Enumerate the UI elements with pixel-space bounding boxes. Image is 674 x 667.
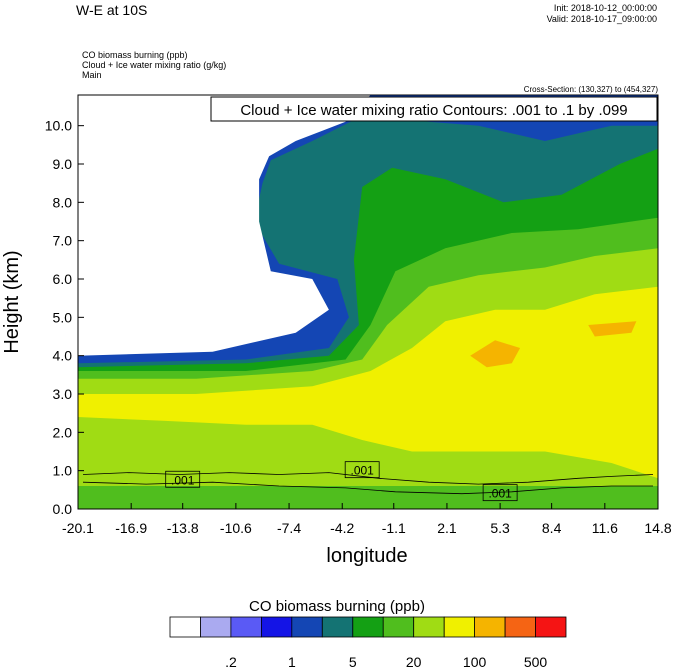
x-axis: -20.1 -16.9 -13.8 -10.6 -7.4 -4.2 -1.1 2.1 5.3 8.… xyxy=(62,503,672,536)
variable-main: Main xyxy=(82,70,102,80)
contour-line xyxy=(82,472,654,485)
contour-line xyxy=(82,481,653,495)
x-tick-label: 14.8 xyxy=(644,520,671,536)
colorbar-swatch xyxy=(169,616,201,638)
colorbar-swatch xyxy=(321,616,354,638)
contour-label-box xyxy=(482,484,518,502)
colorbar-swatch xyxy=(382,616,415,638)
y-tick-label: 4.0 xyxy=(53,348,73,364)
co-field-layers xyxy=(78,95,658,509)
y-tick-label: 6.0 xyxy=(53,271,73,287)
x-tick-label: -13.8 xyxy=(167,520,199,536)
colorbar-swatch xyxy=(260,616,293,638)
y-axis: 0.0 1.0 2.0 3.0 4.0 5.0 6.0 7.0 8.0 9.0 10.0 xyxy=(45,118,84,517)
y-tick-label: 0.0 xyxy=(53,501,73,517)
x-tick-label: 8.4 xyxy=(542,520,562,536)
colorbar-swatch xyxy=(200,616,232,638)
y-axis-label: Height (km) xyxy=(1,250,23,353)
colorbar-title: CO biomass burning (ppb) xyxy=(249,598,425,615)
y-tick-label: 7.0 xyxy=(53,233,73,249)
colorbar-swatch xyxy=(535,616,567,638)
y-tick-label: 3.0 xyxy=(53,386,73,402)
timestamp-block: Init: 2018-10-12_00:00:00 Valid: 2018-10… xyxy=(547,3,657,25)
contour-info-text: Cloud + Ice water mixing ratio Contours:… xyxy=(240,102,627,119)
variable-co: CO biomass burning (ppb) xyxy=(82,50,188,60)
y-tick-label: 8.0 xyxy=(53,194,73,210)
contour-label: .001 xyxy=(488,487,512,501)
x-tick-label: -4.2 xyxy=(330,520,354,536)
colorbar-tick-label: 500 xyxy=(524,654,548,667)
chart-title: W-E at 10S xyxy=(76,2,148,18)
variable-cloud-ice: Cloud + Ice water mixing ratio (g/kg) xyxy=(82,60,227,70)
colorbar-swatch xyxy=(352,616,384,638)
contour-labels: .001 .001 .001 xyxy=(165,461,518,502)
y-tick-label: 1.0 xyxy=(53,463,73,479)
x-tick-label: -10.6 xyxy=(220,520,252,536)
colorbar-tick-label: 1 xyxy=(288,654,296,667)
colorbar: .2 1 5 20 100 500 xyxy=(169,616,567,667)
colorbar-tick-label: 5 xyxy=(349,654,357,667)
x-tick-label: 2.1 xyxy=(437,520,457,536)
colorbar-swatch xyxy=(413,616,445,638)
colorbar-tick-label: .2 xyxy=(225,654,237,667)
contour-label: .001 xyxy=(171,473,195,487)
y-tick-label: 2.0 xyxy=(53,424,73,440)
y-tick-label: 5.0 xyxy=(53,309,73,325)
variable-list: CO biomass burning (ppb) Cloud + Ice wat… xyxy=(82,50,226,80)
field-layer-white-pocket xyxy=(78,95,371,356)
x-tick-label: -1.1 xyxy=(382,520,406,536)
x-tick-label: -20.1 xyxy=(62,520,94,536)
init-time: Init: 2018-10-12_00:00:00 xyxy=(553,3,657,13)
colorbar-swatch xyxy=(504,616,537,638)
field-layer-orange xyxy=(470,340,521,368)
contour-label-box xyxy=(165,470,201,488)
x-tick-label: 5.3 xyxy=(490,520,510,536)
field-layer-orange2 xyxy=(588,321,637,337)
colorbar-tick-label: 100 xyxy=(463,654,487,667)
colorbar-swatch xyxy=(230,616,262,638)
cross-section-label: Cross-Section: (130,327) to (454,327) xyxy=(523,85,658,94)
x-axis-label: longitude xyxy=(326,545,407,567)
contour-info-box xyxy=(210,96,658,122)
colorbar-tick-label: 20 xyxy=(406,654,422,667)
contour-label-box xyxy=(344,461,380,479)
contour-label: .001 xyxy=(351,464,375,478)
colorbar-swatch xyxy=(291,616,323,638)
x-tick-label: -16.9 xyxy=(115,520,147,536)
colorbar-swatch xyxy=(443,616,476,638)
x-tick-label: 11.6 xyxy=(592,520,618,536)
valid-time: Valid: 2018-10-17_09:00:00 xyxy=(546,14,657,24)
x-tick-label: -7.4 xyxy=(277,520,301,536)
cloud-contours xyxy=(82,472,654,495)
y-tick-label: 9.0 xyxy=(53,156,73,172)
y-tick-label: 10.0 xyxy=(45,118,72,134)
plot-frame xyxy=(77,94,659,510)
colorbar-swatch xyxy=(474,616,506,638)
